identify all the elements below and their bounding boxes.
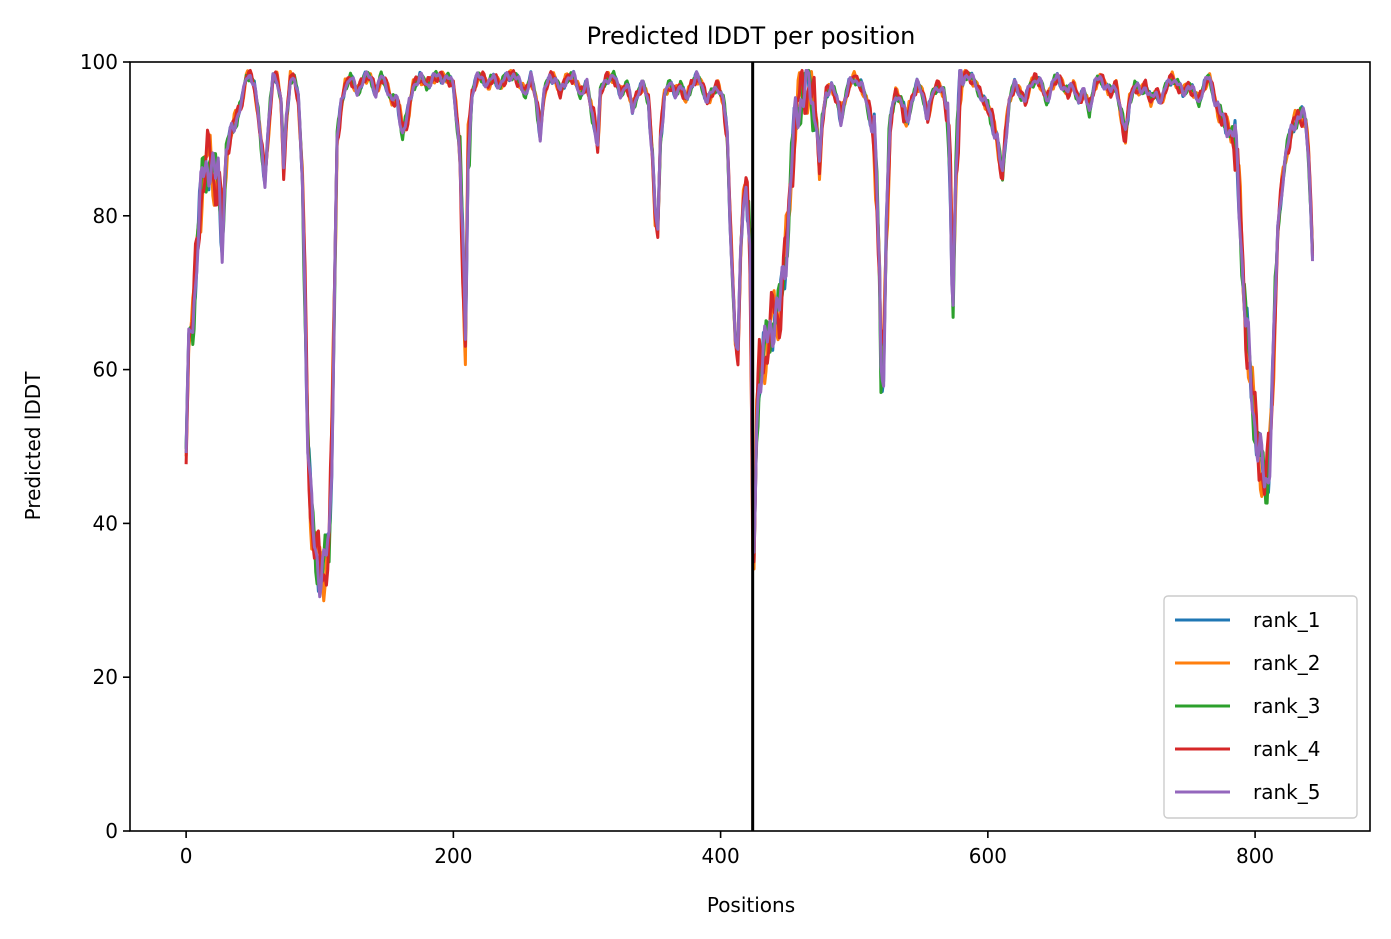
x-tick-label: 600 — [969, 844, 1007, 868]
y-tick-label: 100 — [80, 50, 118, 74]
x-axis-ticks: 0 200 400 600 800 — [180, 831, 1274, 868]
y-tick-label: 20 — [93, 665, 118, 689]
plot-area-frame — [129, 61, 1371, 832]
x-tick-label: 800 — [1236, 844, 1274, 868]
x-tick-label: 0 — [180, 844, 193, 868]
legend-label-rank_2: rank_2 — [1253, 651, 1320, 675]
y-tick-label: 40 — [93, 511, 118, 535]
x-tick-label: 200 — [434, 844, 472, 868]
series-line-rank_4 — [184, 68, 1315, 587]
legend-label-rank_3: rank_3 — [1253, 694, 1320, 718]
y-axis-ticks: 0 20 40 60 80 100 — [80, 50, 130, 843]
y-axis-label: Predicted lDDT — [21, 371, 45, 521]
legend-box — [1163, 595, 1358, 819]
legend-label-rank_1: rank_1 — [1253, 608, 1320, 632]
series-line-rank_5 — [184, 68, 1315, 599]
chart-title: Predicted lDDT per position — [587, 22, 916, 50]
x-tick-label: 400 — [702, 844, 740, 868]
legend-label-rank_5: rank_5 — [1253, 780, 1320, 804]
y-tick-label: 60 — [93, 358, 118, 382]
legend-label-rank_4: rank_4 — [1253, 737, 1320, 761]
legend-entries: rank_1 rank_2 rank_3 rank_4 rank_5 — [1175, 608, 1320, 804]
x-axis-label: Positions — [707, 893, 795, 917]
legend: rank_1 rank_2 rank_3 rank_4 rank_5 — [1163, 595, 1358, 819]
series-lines — [184, 68, 1315, 603]
y-tick-label: 0 — [105, 819, 118, 843]
y-tick-label: 80 — [93, 204, 118, 228]
